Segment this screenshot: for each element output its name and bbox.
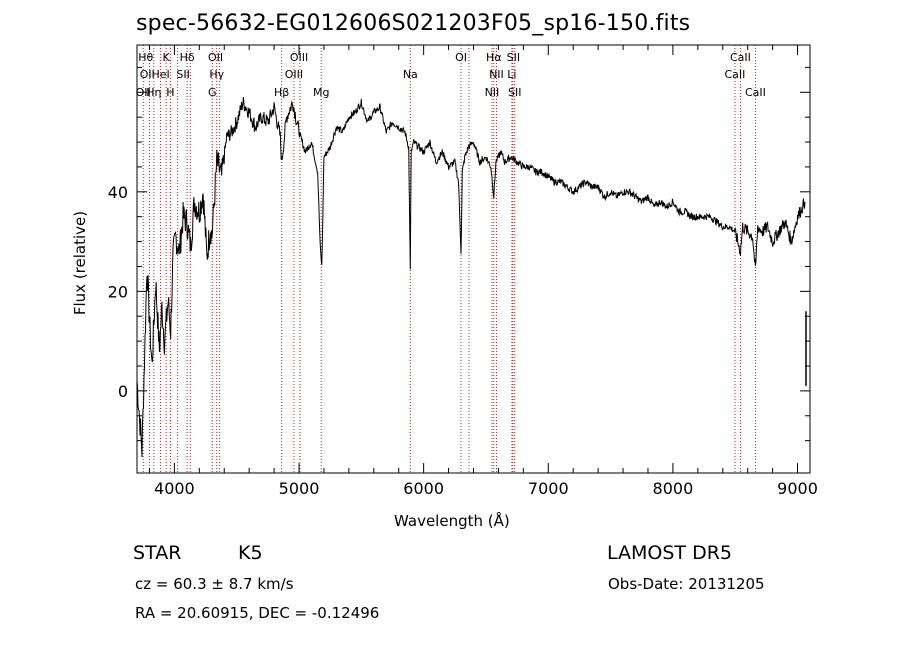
y-tick-label: 20 [108, 282, 128, 301]
redshift-value: cz = 60.3 ± 8.7 km/s [135, 575, 294, 593]
line-label: Hγ [209, 68, 224, 81]
y-tick-label: 40 [108, 183, 128, 202]
line-label: OIII [285, 68, 303, 81]
spectrum-series [136, 97, 807, 458]
line-label: OIII [290, 51, 308, 64]
y-axis-label: Flux (relative) [71, 210, 89, 316]
line-label: Hθ [138, 51, 153, 64]
line-label: H [166, 86, 174, 99]
line-label: CaII [730, 51, 751, 64]
line-label: G [208, 86, 217, 99]
emission-line-markers [142, 45, 756, 473]
line-label: Mg [313, 86, 329, 99]
line-label: CaII [745, 86, 766, 99]
line-label: OI [140, 68, 152, 81]
line-label: Li [507, 68, 516, 81]
x-tick-label: 9000 [777, 479, 818, 498]
x-tick-label: 4000 [154, 479, 195, 498]
line-label: K [163, 51, 171, 64]
chart-title: spec-56632-EG012606S021203F05_sp16-150.f… [136, 11, 691, 36]
line-label: SII [176, 68, 189, 81]
spectrum-line [136, 97, 806, 458]
x-tick-label: 7000 [528, 479, 569, 498]
object-subclass: K5 [238, 542, 263, 564]
x-tick-label: 5000 [279, 479, 320, 498]
x-tick-label: 8000 [653, 479, 694, 498]
line-label: HeI [152, 68, 170, 81]
line-label: OII [136, 86, 151, 99]
y-axis-ticks: 0 20 40 [108, 66, 810, 442]
line-label: NII [489, 68, 504, 81]
line-label: CaII [725, 68, 746, 81]
line-label: SII [507, 51, 520, 64]
line-label: Hδ [180, 51, 195, 64]
line-label: Hα [486, 51, 502, 64]
line-label: Hη [146, 86, 161, 99]
plot-frame [136, 44, 811, 474]
line-label: OII [208, 51, 223, 64]
line-label: SII [508, 86, 521, 99]
x-axis-label: Wavelength (Å) [394, 512, 510, 530]
sky-coordinates: RA = 20.60915, DEC = -0.12496 [135, 604, 380, 622]
y-tick-label: 0 [118, 382, 128, 401]
object-class: STAR [133, 542, 182, 564]
line-label: OI [455, 51, 467, 64]
survey-name: LAMOST DR5 [607, 542, 732, 564]
observation-date: Obs-Date: 20131205 [608, 575, 765, 593]
x-tick-label: 6000 [403, 479, 444, 498]
x-axis-ticks: 4000 5000 6000 7000 8000 9000 [148, 45, 818, 498]
line-label: Na [403, 68, 418, 81]
line-label: Hβ [274, 86, 289, 99]
line-label: NII [485, 86, 500, 99]
